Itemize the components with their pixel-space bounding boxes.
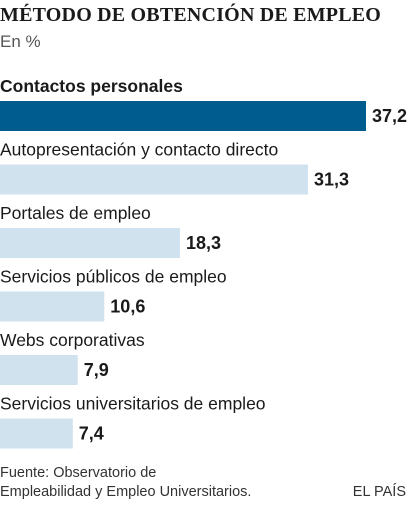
chart-title: MÉTODO DE OBTENCIÓN DE EMPLEO [0, 4, 382, 26]
bar-1-contactos-personales-label: Contactos personales [0, 76, 183, 96]
bar-1-contactos-personales-rect [0, 101, 366, 131]
source-note: Fuente: Observatorio de Empleabilidad y … [0, 464, 330, 502]
bar-6-servicios-universitarios-de-empleo-value: 7,4 [79, 424, 104, 444]
bar-5-webs-corporativas-value: 7,9 [84, 360, 109, 380]
bar-chart: Contactos personales 37,2 Autopresentación… [0, 70, 414, 454]
bar-4-servicios-publicos-de-empleo-rect [0, 291, 105, 322]
source-line-1: Fuente: Observatorio de [0, 465, 157, 481]
brand-credit: EL PAÍS [352, 484, 406, 500]
bar-6-servicios-universitarios-de-empleo-rect [0, 418, 73, 449]
bar-3-portales-de-empleo-value: 18,3 [186, 233, 221, 253]
bar-5-webs-corporativas-label: Webs corporativas [0, 330, 145, 350]
bar-2-autopresentacion-y-contacto-directo-rect [0, 164, 308, 195]
chart-subtitle: En % [0, 32, 41, 51]
bar-chart-svg: Contactos personales 37,2 Autopresentación… [0, 76, 407, 449]
bar-3-portales-de-empleo-label: Portales de empleo [0, 203, 151, 223]
bar-2-autopresentacion-y-contacto-directo-value: 31,3 [314, 170, 349, 190]
bar-6-servicios-universitarios-de-empleo-label: Servicios universitarios de empleo [0, 394, 266, 414]
source-line-2: Empleabilidad y Empleo Universitarios. [0, 484, 252, 500]
bar-2-autopresentacion-y-contacto-directo-label: Autopresentación y contacto directo [0, 140, 278, 160]
bar-5-webs-corporativas-rect [0, 355, 78, 385]
bar-1-contactos-personales-value: 37,2 [372, 106, 407, 126]
bar-4-servicios-publicos-de-empleo-label: Servicios públicos de empleo [0, 267, 227, 287]
bar-4-servicios-publicos-de-empleo-value: 10,6 [110, 297, 145, 317]
bar-3-portales-de-empleo-rect [0, 228, 180, 258]
